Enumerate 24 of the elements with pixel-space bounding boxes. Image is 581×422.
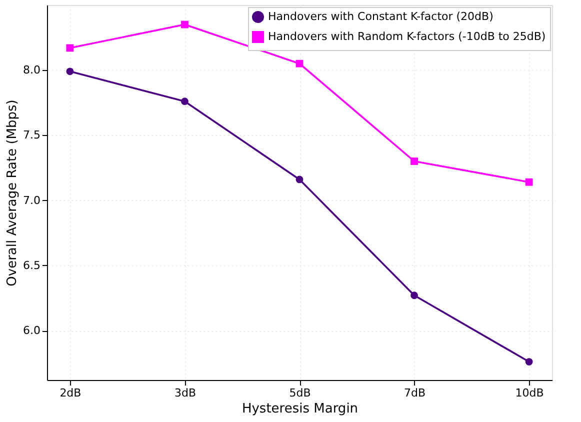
point [410, 292, 418, 300]
point [296, 60, 304, 68]
y-tick-label: 7.0 [23, 194, 40, 207]
point [525, 178, 533, 186]
point [181, 98, 188, 106]
x-axis-title: Hysteresis Margin [242, 402, 358, 416]
x-tick-label: 3dB [174, 386, 196, 400]
y-tick-label: 6.0 [23, 324, 40, 338]
y-tick-label: 7.5 [23, 128, 40, 142]
point [66, 44, 74, 52]
y-axis-title: Overall Average Rate (Mbps) [5, 100, 20, 286]
x-tick-label: 10dB [515, 386, 544, 400]
point [181, 20, 188, 28]
point [410, 158, 418, 165]
y-tick-label: 8.0 [23, 64, 40, 77]
legend-label: Handovers with Constant K-factor (20dB) [268, 10, 494, 23]
x-tick-label: 7dB [404, 386, 426, 400]
x-tick-label: 2dB [60, 386, 82, 400]
legend-label: Handovers with Random K-factors (-10dB to 25dB) [268, 30, 546, 43]
y-tick-label: 6.5 [23, 258, 40, 272]
point [525, 358, 533, 366]
point [296, 176, 304, 184]
x-tick-label: 5dB [289, 386, 311, 400]
point [66, 68, 74, 76]
